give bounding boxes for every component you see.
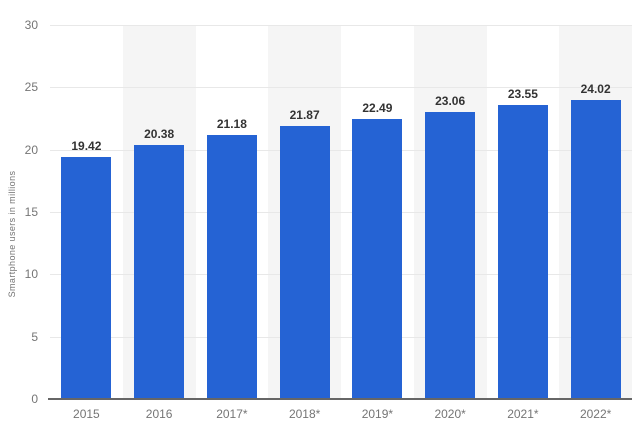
bar-2017*[interactable] [206,134,257,399]
y-gridline [50,25,632,26]
y-gridline [50,212,632,213]
x-tick-label: 2015 [73,407,100,421]
bar-2016[interactable] [134,144,185,399]
y-tick-label: 20 [24,143,38,157]
value-label: 19.42 [71,138,102,153]
x-tick-label: 2021* [507,407,539,421]
value-label: 21.18 [216,116,247,131]
bar-2019*[interactable] [352,118,403,399]
value-label: 22.49 [362,100,393,115]
value-label: 23.55 [507,87,538,102]
x-tick-label: 2018* [288,407,321,421]
value-label: 20.38 [144,126,175,141]
x-tick-label: 2016 [145,407,173,421]
y-tick-label: 15 [24,205,38,219]
y-tick-label: 0 [31,392,38,406]
y-gridline [50,87,632,88]
x-axis-line [48,398,632,400]
value-label: 24.02 [580,81,611,96]
bar-2022*[interactable] [570,99,621,399]
y-gridline [50,274,632,275]
bar-2021*[interactable] [497,105,548,399]
bar-2015[interactable] [61,156,112,399]
y-axis-title: Smartphone users in millions [7,170,17,298]
y-tick-label: 10 [24,267,38,281]
y-gridline [50,337,632,338]
y-tick-label: 25 [24,80,38,94]
x-tick-label: 2022* [579,407,612,421]
y-tick-label: 5 [31,330,38,344]
value-label: 23.06 [435,93,466,108]
x-tick-label: 2019* [361,407,394,421]
bar-2018*[interactable] [279,126,330,399]
y-tick-label: 30 [24,18,38,32]
y-gridline [50,150,632,151]
x-tick-label: 2017* [216,407,248,421]
bar-2020*[interactable] [425,111,476,399]
x-tick-label: 2020* [434,407,466,421]
value-label: 21.87 [289,108,320,123]
